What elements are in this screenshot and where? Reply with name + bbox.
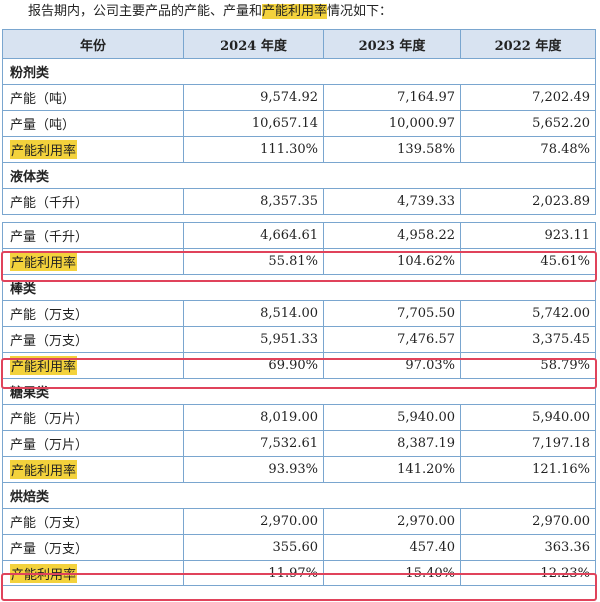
value-2023: 104.62% (324, 249, 461, 274)
value-2024: 2,970.00 (184, 509, 324, 534)
value-2022: 5,652.20 (461, 111, 596, 136)
row-label-utilization: 产能利用率 (2, 137, 184, 162)
table-row: 产量（万支） 5,951.33 7,476.57 3,375.45 (2, 326, 596, 352)
value-2022: 78.48% (461, 137, 596, 162)
value-2022: 5,742.00 (461, 301, 596, 326)
row-label: 产量（万片） (2, 431, 184, 456)
intro-text: 报告期内，公司主要产品的产能、产量和产能利用率情况如下： (28, 3, 392, 21)
value-2022: 121.16% (461, 457, 596, 482)
value-2024: 5,951.33 (184, 327, 324, 352)
row-label-utilization: 产能利用率 (2, 457, 184, 482)
value-2022: 7,197.18 (461, 431, 596, 456)
value-2023: 10,000.97 (324, 111, 461, 136)
value-2024: 7,532.61 (184, 431, 324, 456)
table-row: 产量（万片） 7,532.61 8,387.19 7,197.18 (2, 430, 596, 456)
value-2024: 93.93% (184, 457, 324, 482)
row-label: 产量（万支） (2, 327, 184, 352)
intro-suffix: 情况如下： (327, 4, 393, 19)
value-2022: 5,940.00 (461, 405, 596, 430)
category-label: 液体类 (2, 163, 184, 188)
row-label: 产量（万支） (2, 535, 184, 560)
table-row: 产能利用率 11.97% 15.40% 12.23% (2, 560, 596, 586)
value-2024: 4,664.61 (184, 223, 324, 248)
row-label: 产能（万支） (2, 509, 184, 534)
row-label-utilization: 产能利用率 (2, 249, 184, 274)
value-2022: 2,970.00 (461, 509, 596, 534)
value-2024: 8,019.00 (184, 405, 324, 430)
value-2022: 3,375.45 (461, 327, 596, 352)
value-2023: 4,739.33 (324, 189, 461, 214)
table-row: 产能（吨） 9,574.92 7,164.97 7,202.49 (2, 84, 596, 110)
row-label: 产能（吨） (2, 85, 184, 110)
category-label: 糖果类 (2, 379, 184, 404)
value-2023: 2,970.00 (324, 509, 461, 534)
row-label: 产能（万支） (2, 301, 184, 326)
value-2022: 58.79% (461, 353, 596, 378)
row-label: 产量（千升） (2, 223, 184, 248)
value-2024: 8,514.00 (184, 301, 324, 326)
value-2024: 10,657.14 (184, 111, 324, 136)
value-2023: 4,958.22 (324, 223, 461, 248)
table-header: 年份 2024 年度 2023 年度 2022 年度 (2, 29, 596, 58)
category-row: 粉剂类 (2, 58, 596, 84)
value-2024: 11.97% (184, 561, 324, 585)
table-row: 产能（千升） 8,357.35 4,739.33 2,023.89 (2, 188, 596, 214)
row-label-utilization: 产能利用率 (2, 353, 184, 378)
value-2023: 457.40 (324, 535, 461, 560)
category-row: 棒类 (2, 274, 596, 300)
table-row: 产能利用率 69.90% 97.03% 58.79% (2, 352, 596, 378)
table-row: 产能（万片） 8,019.00 5,940.00 5,940.00 (2, 404, 596, 430)
row-label-utilization: 产能利用率 (2, 561, 184, 585)
value-2023: 8,387.19 (324, 431, 461, 456)
table-row: 产能利用率 93.93% 141.20% 121.16% (2, 456, 596, 482)
value-2022: 923.11 (461, 223, 596, 248)
value-2024: 111.30% (184, 137, 324, 162)
intro-prefix: 报告期内，公司主要产品的产能、产量和 (28, 4, 263, 19)
header-2024: 2024 年度 (184, 30, 324, 58)
header-2022: 2022 年度 (461, 30, 596, 58)
table-row: 产能（万支） 2,970.00 2,970.00 2,970.00 (2, 508, 596, 534)
table-row: 产能（万支） 8,514.00 7,705.50 5,742.00 (2, 300, 596, 326)
table-row: 产量（吨） 10,657.14 10,000.97 5,652.20 (2, 110, 596, 136)
category-row: 液体类 (2, 162, 596, 188)
page-gap (2, 214, 596, 222)
capacity-table: 年份 2024 年度 2023 年度 2022 年度 粉剂类 产能（吨） 9,5… (2, 29, 596, 586)
value-2022: 363.36 (461, 535, 596, 560)
category-label: 棒类 (2, 275, 184, 300)
header-year: 年份 (2, 30, 184, 58)
value-2023: 139.58% (324, 137, 461, 162)
value-2022: 7,202.49 (461, 85, 596, 110)
value-2023: 7,476.57 (324, 327, 461, 352)
category-label: 粉剂类 (2, 59, 184, 84)
category-row: 糖果类 (2, 378, 596, 404)
row-label: 产能（万片） (2, 405, 184, 430)
value-2023: 7,164.97 (324, 85, 461, 110)
category-row: 烘焙类 (2, 482, 596, 508)
category-label: 烘焙类 (2, 483, 184, 508)
value-2024: 8,357.35 (184, 189, 324, 214)
table-row: 产量（千升） 4,664.61 4,958.22 923.11 (2, 222, 596, 248)
intro-highlight: 产能利用率 (262, 4, 328, 19)
value-2024: 69.90% (184, 353, 324, 378)
value-2022: 2,023.89 (461, 189, 596, 214)
value-2024: 9,574.92 (184, 85, 324, 110)
value-2023: 5,940.00 (324, 405, 461, 430)
header-2023: 2023 年度 (324, 30, 461, 58)
table-row: 产能利用率 55.81% 104.62% 45.61% (2, 248, 596, 274)
value-2023: 15.40% (324, 561, 461, 585)
value-2023: 141.20% (324, 457, 461, 482)
row-label: 产量（吨） (2, 111, 184, 136)
value-2023: 97.03% (324, 353, 461, 378)
value-2024: 55.81% (184, 249, 324, 274)
value-2023: 7,705.50 (324, 301, 461, 326)
value-2024: 355.60 (184, 535, 324, 560)
row-label: 产能（千升） (2, 189, 184, 214)
value-2022: 12.23% (461, 561, 596, 585)
table-row: 产量（万支） 355.60 457.40 363.36 (2, 534, 596, 560)
table-row: 产能利用率 111.30% 139.58% 78.48% (2, 136, 596, 162)
value-2022: 45.61% (461, 249, 596, 274)
